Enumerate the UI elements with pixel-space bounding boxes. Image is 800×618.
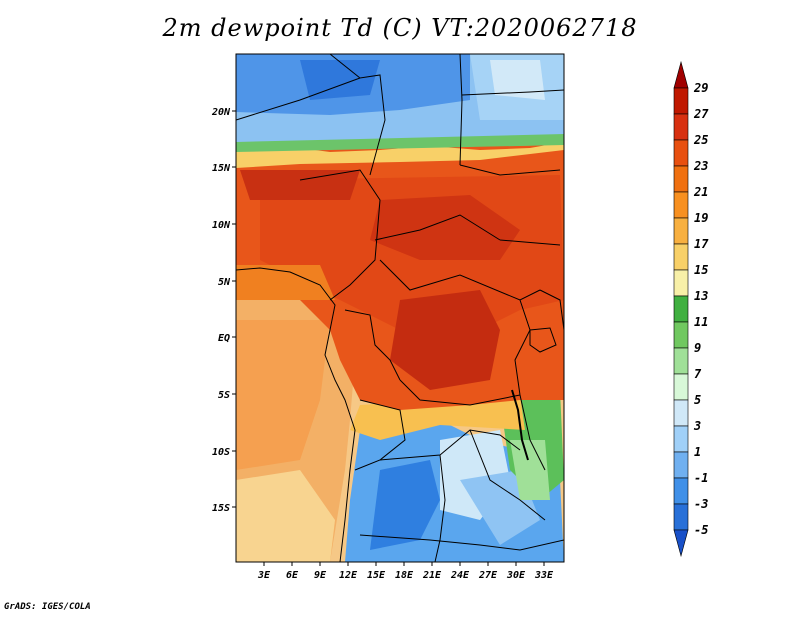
- colorbar-segment: [673, 139, 689, 167]
- colorbar-segment: [673, 503, 689, 531]
- colorbar-label: 3: [693, 419, 701, 433]
- map-frame: [235, 53, 565, 563]
- lon-axis: 3E 6E 9E 12E 15E 18E 21E 24E 27E 30E 33E: [257, 562, 554, 581]
- colorbar-label: -1: [694, 471, 708, 485]
- country-borders: [236, 54, 564, 562]
- colorbar-label: 21: [693, 185, 708, 199]
- colorbar-label: 5: [694, 393, 701, 407]
- lon-label-21e: 21E: [422, 570, 442, 581]
- lat-label-15n: 15N: [212, 163, 231, 174]
- colorbar-label: 23: [693, 159, 708, 173]
- colorbar-segment: [673, 295, 689, 323]
- colorbar-segment: [673, 217, 689, 245]
- lat-label-eq: EQ: [218, 333, 230, 344]
- dewpoint-field: [236, 54, 564, 562]
- colorbar-segment: [673, 399, 689, 427]
- colorbar-segment: [673, 87, 689, 115]
- colorbar-segment: [673, 347, 689, 375]
- lon-label-6e: 6E: [286, 570, 299, 581]
- colorbar: 29 27 25 23 21 19 17 15 13 11 9 7 5 3 1 -1 -3 -5: [673, 60, 709, 558]
- lon-label-3e: 3E: [257, 570, 271, 581]
- lat-label-20n: 20N: [211, 107, 231, 118]
- lon-label-12e: 12E: [339, 570, 358, 581]
- lon-label-15e: 15E: [367, 570, 386, 581]
- lat-label-10s: 10S: [212, 447, 230, 458]
- colorbar-segment: [673, 113, 689, 141]
- colorbar-label: 1: [694, 445, 701, 459]
- lon-label-30e: 30E: [506, 570, 526, 581]
- lat-label-10n: 10N: [212, 220, 231, 231]
- colorbar-segment: [673, 529, 689, 558]
- colorbar-label: 7: [694, 367, 702, 381]
- colorbar-label: 11: [694, 315, 708, 329]
- map-title: 2m dewpoint Td (C) VT:2020062718: [162, 14, 638, 42]
- colorbar-label: 9: [694, 341, 701, 355]
- colorbar-segment: [673, 321, 689, 349]
- colorbar-label: 25: [693, 133, 708, 147]
- colorbar-segment: [673, 425, 689, 453]
- grads-credit: GrADS: IGES/COLA: [4, 602, 91, 612]
- lon-label-18e: 18E: [395, 570, 414, 581]
- colorbar-segment: [673, 60, 689, 89]
- colorbar-label: 15: [694, 263, 708, 277]
- colorbar-label: 27: [693, 107, 709, 121]
- colorbar-segment: [673, 269, 689, 297]
- lon-label-33e: 33E: [534, 570, 554, 581]
- lat-label-5n: 5N: [218, 277, 231, 288]
- lat-label-15s: 15S: [212, 503, 230, 514]
- colorbar-segment: [673, 451, 689, 479]
- lat-label-5s: 5S: [218, 390, 230, 401]
- colorbar-segment: [673, 373, 689, 401]
- lon-label-9e: 9E: [314, 570, 327, 581]
- colorbar-segment: [673, 243, 689, 271]
- colorbar-segment: [673, 191, 689, 219]
- lon-label-27e: 27E: [478, 570, 498, 581]
- lon-label-24e: 24E: [450, 570, 470, 581]
- colorbar-label: -5: [694, 523, 708, 537]
- lat-axis: 20N 15N 10N 5N EQ 5S 10S 15S: [211, 107, 236, 514]
- colorbar-segment: [673, 477, 689, 505]
- colorbar-label: -3: [694, 497, 708, 511]
- colorbar-label: 29: [693, 81, 708, 95]
- colorbar-segment: [673, 165, 689, 193]
- colorbar-label: 13: [694, 289, 708, 303]
- colorbar-label: 17: [694, 237, 709, 251]
- colorbar-label: 19: [694, 211, 708, 225]
